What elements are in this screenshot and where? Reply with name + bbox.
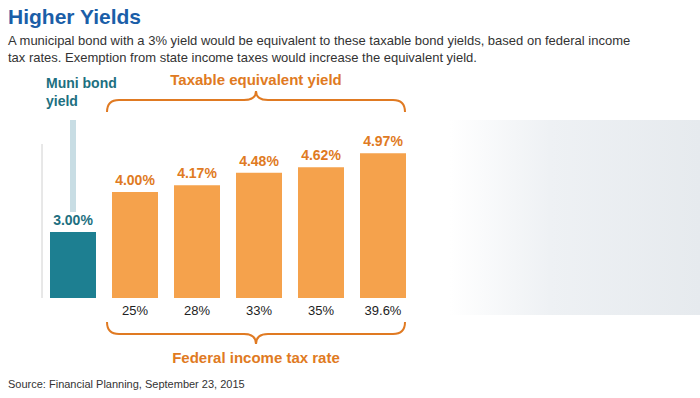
svg-text:4.00%: 4.00%	[115, 172, 155, 188]
html-text:Muni bond yield: Muni bond yield	[46, 75, 117, 109]
svg-text:Federal income tax rate: Federal income tax rate	[172, 349, 340, 366]
svg-text:4.48%: 4.48%	[239, 153, 279, 169]
svg-text:39.6%: 39.6%	[365, 303, 402, 318]
svg-text:28%: 28%	[184, 303, 210, 318]
svg-text:25%: 25%	[122, 303, 148, 318]
svg-text:35%: 35%	[308, 303, 334, 318]
html-text:A municipal bond with a 3% yie: A municipal bond with a 3% yield would b…	[8, 33, 631, 65]
svg-text:4.97%: 4.97%	[363, 133, 403, 149]
svg-text:3.00%: 3.00%	[53, 212, 93, 228]
svg-text:4.62%: 4.62%	[301, 147, 341, 163]
svg-text:Taxable equivalent yield: Taxable equivalent yield	[170, 71, 341, 88]
svg-text:33%: 33%	[246, 303, 272, 318]
html-text:Higher Yields: Higher Yields	[8, 5, 141, 28]
svg-text:4.17%: 4.17%	[177, 165, 217, 181]
svg-text:Source: Financial Planning, Se: Source: Financial Planning, September 23…	[8, 378, 245, 390]
